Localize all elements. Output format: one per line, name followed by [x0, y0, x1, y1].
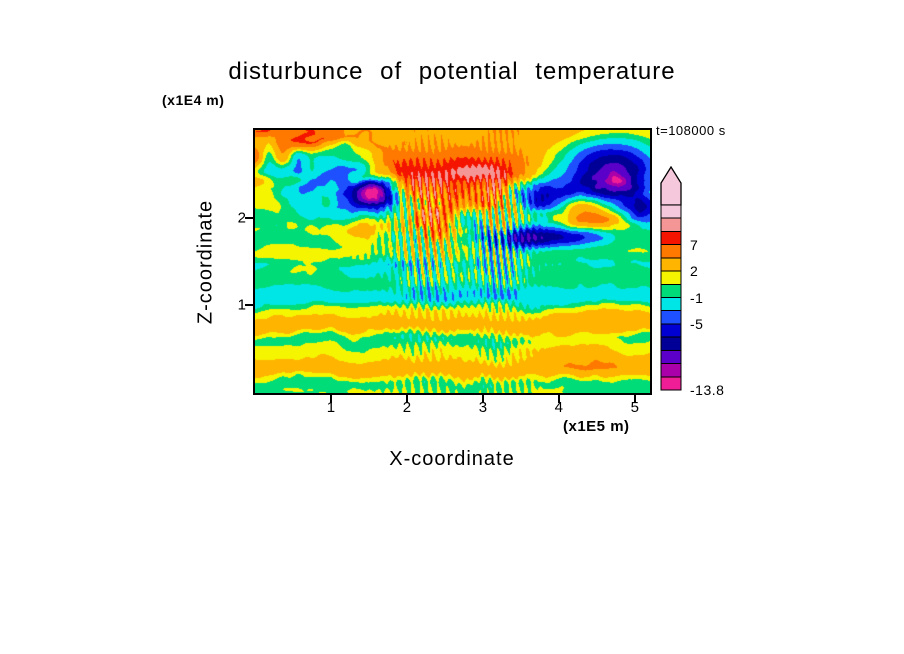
x-axis-title: X-coordinate — [389, 448, 515, 470]
colorbar-tick-label: 7 — [690, 236, 699, 253]
x-tick-label: 2 — [402, 399, 412, 416]
y-axis-unit-label: (x1E4 m) — [162, 92, 225, 108]
z-axis-title: Z-coordinate — [194, 199, 217, 325]
colorbar-cell — [660, 217, 682, 232]
x-tick-label: 3 — [478, 399, 488, 416]
x-tick-label: 5 — [630, 399, 639, 416]
x-tick-mark — [557, 395, 560, 403]
contour-field-canvas — [255, 130, 650, 393]
colorbar-tick-label: 2 — [690, 263, 699, 280]
x-tick-mark — [329, 395, 332, 403]
colorbar-tick-label: -5 — [690, 315, 704, 332]
y-tick-label: 1 — [237, 296, 246, 314]
colorbar-cell — [660, 363, 682, 378]
x-tick-label: 4 — [554, 399, 564, 416]
colorbar — [658, 165, 684, 392]
x-axis-unit-label: (x1E5 m) — [563, 418, 630, 435]
colorbar-cell — [660, 349, 682, 365]
colorbar-cell — [660, 270, 682, 285]
y-tick-mark — [245, 216, 253, 219]
colorbar-cell — [660, 376, 682, 391]
y-tick-label: 2 — [237, 209, 246, 227]
x-tick-mark — [405, 395, 408, 403]
plot-frame — [253, 128, 652, 395]
x-tick-mark — [633, 395, 636, 403]
colorbar-overflow-arrow-icon — [660, 165, 682, 206]
colorbar-tick-label: -1 — [690, 289, 704, 306]
colorbar-cell — [660, 323, 682, 338]
colorbar-cell — [660, 297, 682, 312]
y-tick-mark — [245, 304, 253, 307]
colorbar-cell — [660, 230, 682, 246]
colorbar-cell — [660, 204, 682, 219]
time-label: t=108000 s — [656, 123, 726, 138]
x-tick-label: 1 — [326, 399, 336, 416]
colorbar-cell — [660, 257, 682, 272]
colorbar-cell — [660, 336, 682, 351]
chart-title: disturbunce of potential temperature — [228, 58, 676, 85]
colorbar-cell — [660, 310, 682, 325]
colorbar-cell — [660, 283, 682, 299]
x-tick-mark — [481, 395, 484, 403]
colorbar-tick-label: -13.8 — [690, 382, 725, 398]
colorbar-cell — [660, 244, 682, 259]
